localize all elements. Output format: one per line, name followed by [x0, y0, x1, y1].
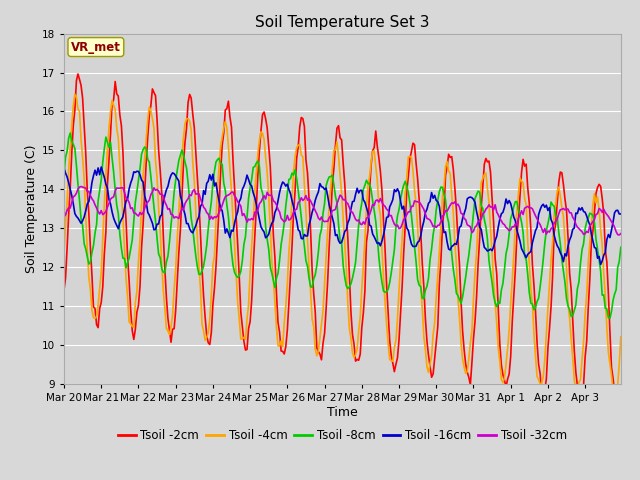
- Y-axis label: Soil Temperature (C): Soil Temperature (C): [24, 144, 38, 273]
- Text: VR_met: VR_met: [71, 40, 121, 54]
- Title: Soil Temperature Set 3: Soil Temperature Set 3: [255, 15, 429, 30]
- Legend: Tsoil -2cm, Tsoil -4cm, Tsoil -8cm, Tsoil -16cm, Tsoil -32cm: Tsoil -2cm, Tsoil -4cm, Tsoil -8cm, Tsoi…: [113, 424, 572, 446]
- X-axis label: Time: Time: [327, 406, 358, 419]
